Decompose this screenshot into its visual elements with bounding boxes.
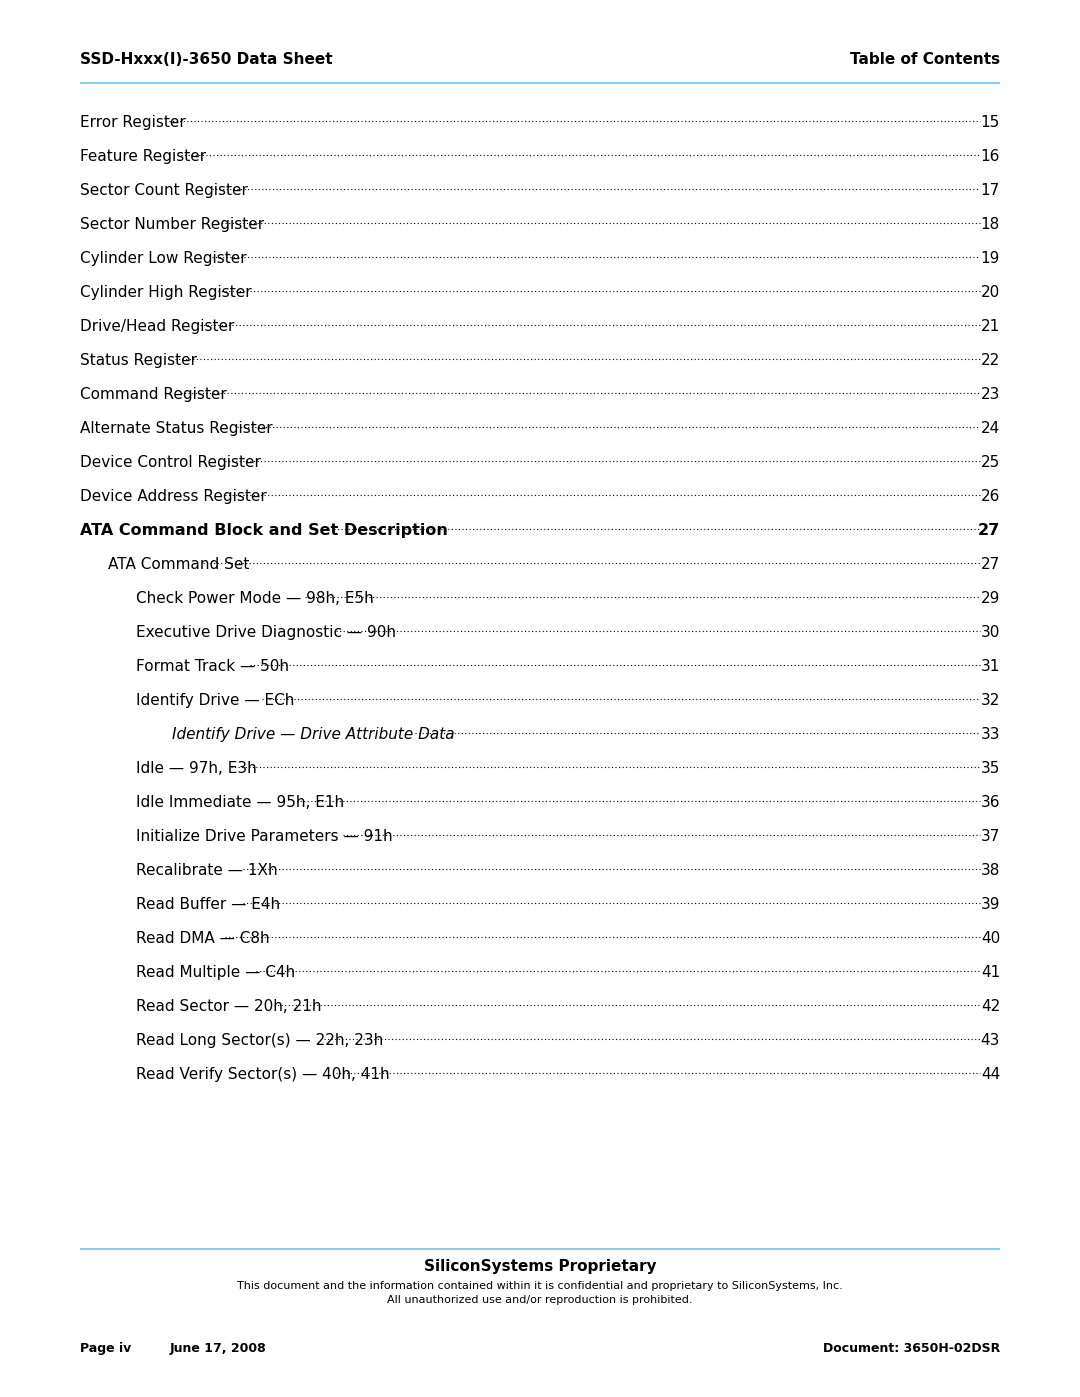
Text: 20: 20: [981, 285, 1000, 300]
Text: 43: 43: [981, 1032, 1000, 1048]
Text: Status Register: Status Register: [80, 353, 197, 367]
Text: 26: 26: [981, 489, 1000, 504]
Text: Idle — 97h, E3h: Idle — 97h, E3h: [136, 761, 257, 775]
Text: This document and the information contained within it is confidential and propri: This document and the information contai…: [238, 1281, 842, 1291]
Text: 15: 15: [981, 115, 1000, 130]
Text: Alternate Status Register: Alternate Status Register: [80, 420, 272, 436]
Text: 23: 23: [981, 387, 1000, 402]
Text: Sector Number Register: Sector Number Register: [80, 217, 265, 232]
Text: Format Track — 50h: Format Track — 50h: [136, 659, 289, 673]
Text: 41: 41: [981, 965, 1000, 981]
Text: Cylinder High Register: Cylinder High Register: [80, 285, 252, 300]
Text: 33: 33: [981, 726, 1000, 742]
Text: Table of Contents: Table of Contents: [850, 52, 1000, 67]
Text: 32: 32: [981, 693, 1000, 708]
Text: 30: 30: [981, 624, 1000, 640]
Text: Device Address Register: Device Address Register: [80, 489, 267, 504]
Text: 42: 42: [981, 999, 1000, 1014]
Text: Feature Register: Feature Register: [80, 149, 206, 163]
Text: 38: 38: [981, 863, 1000, 877]
Text: 18: 18: [981, 217, 1000, 232]
Text: Command Register: Command Register: [80, 387, 227, 402]
Text: Read Sector — 20h, 21h: Read Sector — 20h, 21h: [136, 999, 322, 1014]
Text: 35: 35: [981, 761, 1000, 775]
Text: Cylinder Low Register: Cylinder Low Register: [80, 251, 246, 265]
Text: 27: 27: [981, 557, 1000, 571]
Text: 27: 27: [977, 522, 1000, 538]
Text: Device Control Register: Device Control Register: [80, 455, 261, 469]
Text: June 17, 2008: June 17, 2008: [170, 1343, 267, 1355]
Text: 37: 37: [981, 828, 1000, 844]
Text: Error Register: Error Register: [80, 115, 186, 130]
Text: Sector Count Register: Sector Count Register: [80, 183, 248, 198]
Text: 36: 36: [981, 795, 1000, 810]
Text: Read Long Sector(s) — 22h, 23h: Read Long Sector(s) — 22h, 23h: [136, 1032, 383, 1048]
Text: 31: 31: [981, 659, 1000, 673]
Text: ATA Command Set: ATA Command Set: [108, 557, 249, 571]
Text: SSD-Hxxx(I)-3650 Data Sheet: SSD-Hxxx(I)-3650 Data Sheet: [80, 52, 333, 67]
Text: 44: 44: [981, 1067, 1000, 1083]
Text: Check Power Mode — 98h, E5h: Check Power Mode — 98h, E5h: [136, 591, 374, 606]
Text: Recalibrate — 1Xh: Recalibrate — 1Xh: [136, 863, 278, 877]
Text: 39: 39: [981, 897, 1000, 912]
Text: 21: 21: [981, 319, 1000, 334]
Text: Identify Drive — ECh: Identify Drive — ECh: [136, 693, 295, 708]
Text: 22: 22: [981, 353, 1000, 367]
Text: 25: 25: [981, 455, 1000, 469]
Text: Identify Drive — Drive Attribute Data: Identify Drive — Drive Attribute Data: [172, 726, 455, 742]
Text: Initialize Drive Parameters — 91h: Initialize Drive Parameters — 91h: [136, 828, 393, 844]
Text: 40: 40: [981, 930, 1000, 946]
Text: Read Buffer — E4h: Read Buffer — E4h: [136, 897, 280, 912]
Text: Executive Drive Diagnostic — 90h: Executive Drive Diagnostic — 90h: [136, 624, 396, 640]
Text: Page iv: Page iv: [80, 1343, 132, 1355]
Text: ATA Command Block and Set Description: ATA Command Block and Set Description: [80, 522, 448, 538]
Text: 19: 19: [981, 251, 1000, 265]
Text: SiliconSystems Proprietary: SiliconSystems Proprietary: [423, 1259, 657, 1274]
Text: Read DMA — C8h: Read DMA — C8h: [136, 930, 270, 946]
Text: All unauthorized use and/or reproduction is prohibited.: All unauthorized use and/or reproduction…: [388, 1295, 692, 1305]
Text: 17: 17: [981, 183, 1000, 198]
Text: 16: 16: [981, 149, 1000, 163]
Text: 24: 24: [981, 420, 1000, 436]
Text: Idle Immediate — 95h, E1h: Idle Immediate — 95h, E1h: [136, 795, 345, 810]
Text: Read Multiple — C4h: Read Multiple — C4h: [136, 965, 295, 981]
Text: 29: 29: [981, 591, 1000, 606]
Text: Document: 3650H-02DSR: Document: 3650H-02DSR: [823, 1343, 1000, 1355]
Text: Read Verify Sector(s) — 40h, 41h: Read Verify Sector(s) — 40h, 41h: [136, 1067, 390, 1083]
Text: Drive/Head Register: Drive/Head Register: [80, 319, 234, 334]
